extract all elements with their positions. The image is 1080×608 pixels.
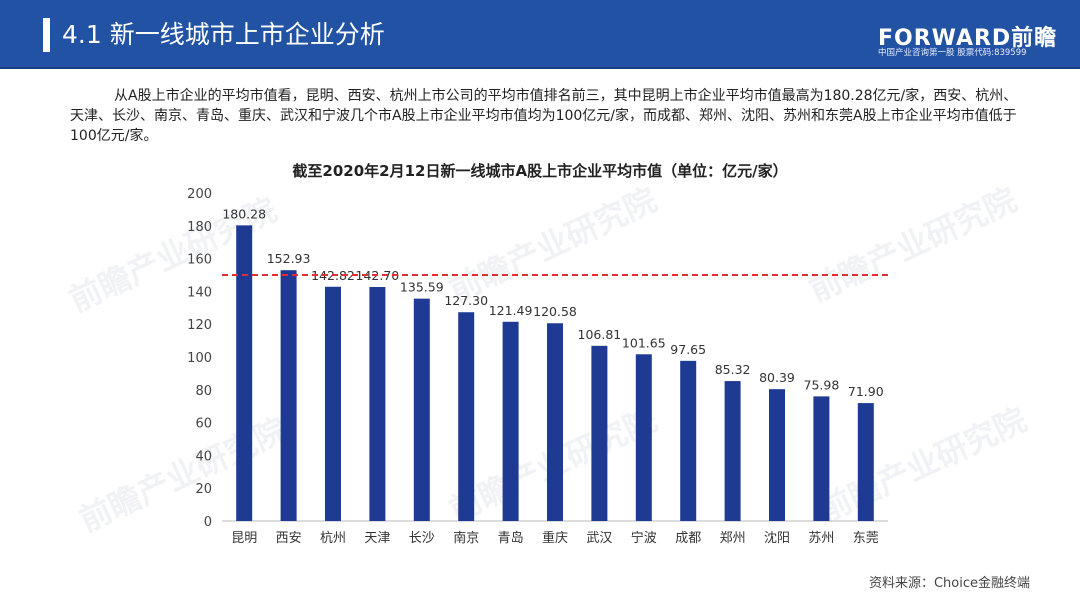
x-tick-label: 杭州	[320, 531, 346, 546]
y-tick-label: 20	[195, 482, 212, 497]
x-tick-label: 昆明	[231, 531, 257, 546]
data-label: 121.49	[489, 303, 533, 318]
x-tick-label: 天津	[364, 531, 390, 546]
y-tick-label: 160	[187, 253, 212, 268]
y-tick-label: 120	[187, 318, 212, 333]
x-tick-label: 东莞	[853, 531, 879, 546]
bar-西安	[280, 270, 297, 521]
x-tick-label: 重庆	[542, 530, 568, 546]
x-tick-label: 长沙	[409, 531, 435, 546]
bar-昆明	[236, 225, 253, 521]
bar-成都	[680, 360, 697, 521]
bar-南京	[458, 312, 475, 521]
data-label: 97.65	[670, 342, 706, 357]
bar-长沙	[413, 298, 430, 521]
bar-杭州	[325, 286, 341, 521]
data-label: 75.98	[804, 377, 840, 392]
x-tick-label: 青岛	[498, 530, 524, 546]
data-label: 85.32	[715, 362, 751, 377]
y-tick-label: 140	[187, 285, 212, 300]
y-tick-label: 200	[187, 187, 212, 202]
x-tick-label: 武汉	[586, 531, 612, 546]
data-label: 120.58	[533, 304, 577, 319]
x-tick-label: 宁波	[631, 530, 657, 546]
data-label: 101.65	[622, 335, 666, 350]
bar-苏州	[813, 396, 830, 521]
description-paragraph: 从A股上市企业的平均市值看，昆明、西安、杭州上市公司的平均市值排名前三，其中昆明…	[70, 88, 1018, 144]
data-label: 152.93	[267, 251, 311, 266]
bar-东莞	[857, 403, 874, 521]
bar-沈阳	[769, 389, 785, 521]
source-note: 资料来源：Choice金融终端	[868, 576, 1030, 591]
bar-天津	[369, 286, 386, 521]
bar-郑州	[724, 381, 741, 521]
bar-青岛	[502, 321, 519, 521]
x-tick-label: 郑州	[720, 531, 746, 546]
data-label: 71.90	[848, 384, 884, 399]
y-tick-label: 100	[187, 351, 212, 366]
header: 4.1 新一线城市上市企业分析 FORWARD前瞻 中国产业咨询第一股 股票代码…	[0, 0, 1080, 69]
y-tick-label: 80	[195, 384, 212, 399]
title-accent-bar	[43, 18, 50, 52]
bar-武汉	[591, 345, 608, 521]
x-tick-label: 南京	[453, 530, 479, 546]
data-label: 106.81	[578, 327, 622, 342]
data-label: 127.30	[444, 293, 488, 308]
y-tick-label: 60	[195, 417, 212, 432]
y-tick-label: 0	[204, 515, 212, 530]
bar-宁波	[635, 354, 652, 521]
data-label: 135.59	[400, 280, 444, 295]
x-tick-label: 苏州	[808, 530, 834, 546]
chart-title: 截至2020年2月12日新一线城市A股上市企业平均市值（单位：亿元/家）	[292, 162, 788, 180]
page-title: 4.1 新一线城市上市企业分析	[62, 20, 385, 49]
x-tick-label: 西安	[276, 531, 302, 546]
logo-subtitle: 中国产业咨询第一股 股票代码:839599	[878, 48, 1027, 58]
y-tick-label: 180	[187, 220, 212, 235]
x-tick-label: 沈阳	[764, 531, 790, 546]
data-label: 180.28	[222, 206, 266, 221]
data-label: 80.39	[759, 370, 795, 385]
bar-重庆	[547, 323, 563, 521]
y-tick-label: 40	[195, 449, 212, 464]
logo: FORWARD前瞻	[878, 26, 1058, 51]
x-tick-label: 成都	[675, 531, 701, 546]
